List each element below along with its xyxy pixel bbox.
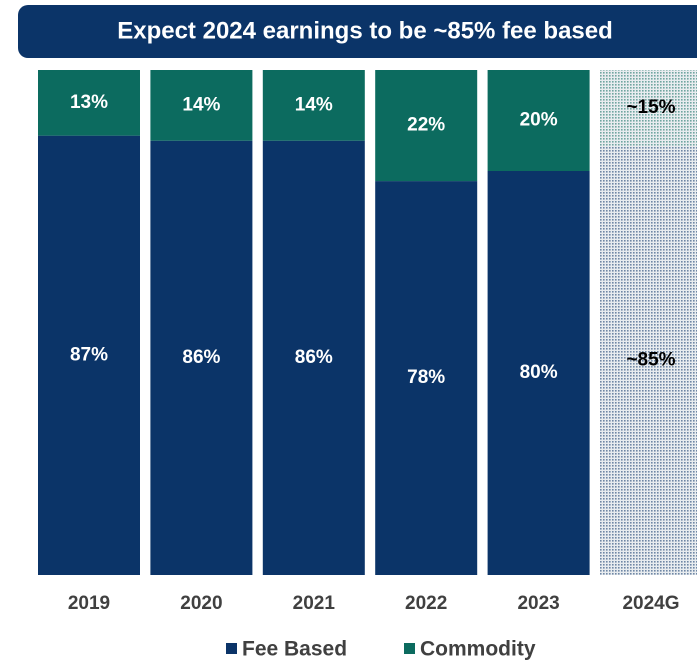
data-label: 22% [407, 115, 445, 136]
data-label: ~85% [626, 349, 675, 370]
data-label: 80% [520, 362, 558, 383]
title-banner [18, 5, 697, 58]
chart-title: Expect 2024 earnings to be ~85% fee base… [117, 17, 613, 44]
bar-segment [150, 70, 253, 141]
bar-segment [487, 171, 590, 575]
data-label: 86% [182, 347, 220, 368]
x-tick-label: 2023 [517, 593, 559, 614]
data-label: 14% [295, 94, 333, 115]
data-label: 14% [182, 94, 220, 115]
legend-swatch [404, 643, 415, 654]
data-label: 78% [407, 367, 445, 388]
bar-segment [487, 70, 590, 171]
legend-label: Commodity [420, 638, 536, 661]
bar-segment [262, 70, 365, 141]
bar-segment [150, 140, 253, 575]
bar-segment [375, 70, 478, 182]
data-label: 87% [70, 344, 108, 365]
data-label: 86% [295, 347, 333, 368]
data-label: 20% [520, 110, 558, 131]
data-label: ~15% [626, 97, 675, 118]
x-tick-label: 2021 [293, 593, 336, 614]
legend-label: Fee Based [242, 638, 347, 661]
bar-segment [38, 70, 140, 136]
bar-segment [600, 70, 697, 146]
data-label: 13% [70, 92, 108, 113]
legend-swatch [226, 643, 237, 654]
x-tick-label: 2022 [405, 593, 447, 614]
bar-segment [38, 135, 140, 575]
bar-segment [375, 181, 478, 575]
x-tick-label: 2024G [622, 593, 679, 614]
bar-segment [600, 145, 697, 575]
bar-segment [262, 140, 365, 575]
x-tick-label: 2019 [68, 593, 110, 614]
x-tick-label: 2020 [180, 593, 222, 614]
